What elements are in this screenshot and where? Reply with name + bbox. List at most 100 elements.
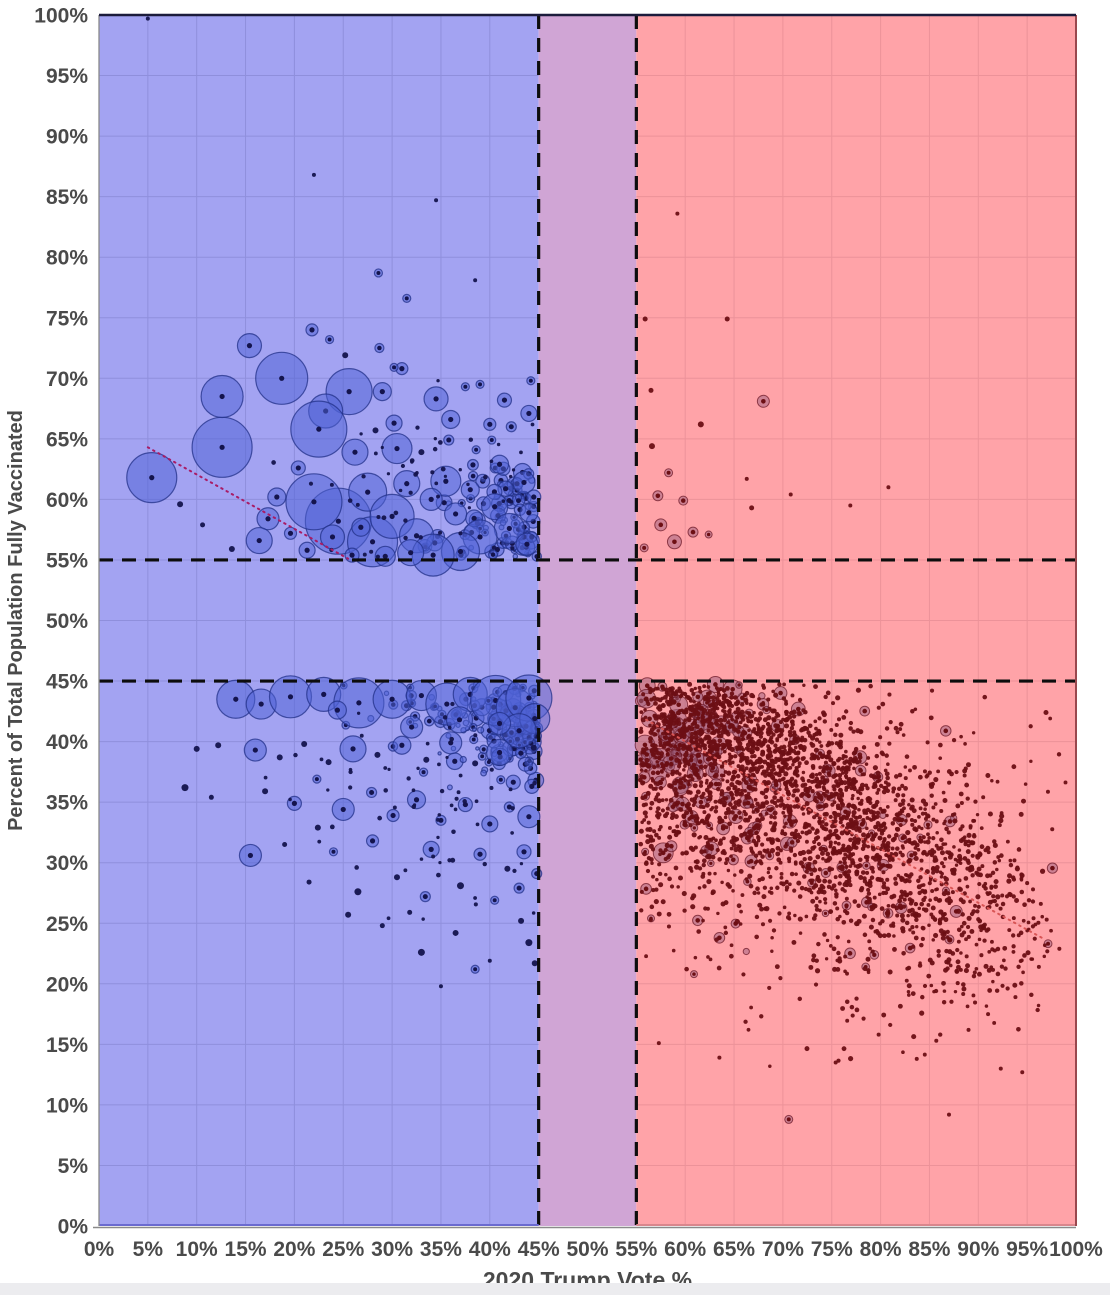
data-point-center: [737, 683, 741, 687]
data-point: [901, 951, 906, 956]
x-tick-label: 0%: [84, 1238, 115, 1261]
data-point: [870, 855, 876, 860]
data-point: [771, 928, 777, 933]
data-point: [846, 873, 851, 877]
data-point-center: [789, 840, 795, 845]
data-point: [761, 894, 767, 900]
data-point: [990, 778, 994, 783]
data-point-center: [496, 749, 503, 756]
data-point: [760, 842, 765, 847]
data-point: [672, 780, 678, 786]
y-tick-label: 20%: [46, 973, 88, 996]
data-point: [901, 733, 906, 737]
data-point: [733, 727, 739, 732]
data-point: [976, 866, 982, 872]
y-tick-label: 65%: [46, 428, 88, 451]
data-point: [670, 771, 675, 777]
data-point: [1036, 964, 1041, 969]
data-point-center: [480, 754, 485, 759]
data-point: [690, 847, 696, 853]
data-point: [671, 948, 676, 953]
data-point: [787, 911, 792, 916]
data-point: [835, 935, 840, 940]
data-point-center: [658, 522, 664, 528]
data-point: [519, 861, 524, 866]
data-point: [913, 901, 919, 907]
data-point: [961, 992, 966, 997]
data-point: [848, 726, 853, 731]
data-point: [871, 869, 875, 874]
data-point: [359, 733, 364, 738]
data-point: [854, 823, 859, 828]
data-point: [931, 938, 936, 942]
data-point: [437, 751, 442, 756]
data-point: [683, 718, 688, 723]
data-point: [918, 875, 923, 880]
data-point: [434, 198, 439, 203]
data-point: [669, 884, 675, 889]
data-point: [674, 769, 680, 775]
data-point: [706, 685, 711, 689]
data-point: [764, 811, 769, 816]
data-point-center: [408, 550, 414, 556]
data-point: [756, 768, 761, 772]
x-tick-label: 100%: [1049, 1238, 1103, 1261]
data-point: [510, 831, 514, 835]
x-tick-label: 25%: [322, 1238, 364, 1261]
data-point: [701, 862, 706, 868]
data-point: [687, 779, 691, 784]
data-point: [724, 857, 730, 862]
data-point: [992, 839, 997, 844]
data-point-center: [909, 853, 914, 858]
data-point: [380, 445, 384, 450]
data-point: [683, 823, 688, 828]
data-point: [806, 730, 811, 735]
data-point: [844, 864, 849, 869]
data-point: [769, 848, 776, 854]
data-point: [861, 913, 867, 919]
data-point: [770, 935, 774, 940]
data-point: [458, 468, 462, 472]
data-point: [731, 888, 735, 893]
data-point: [829, 792, 834, 797]
data-point: [767, 851, 772, 856]
data-point: [674, 793, 679, 798]
data-point-center: [516, 885, 522, 891]
data-point: [965, 884, 970, 889]
data-point: [707, 796, 713, 802]
data-point: [817, 784, 822, 789]
data-point: [936, 948, 941, 954]
data-point: [449, 803, 454, 808]
data-point: [723, 930, 729, 936]
y-tick-label: 70%: [46, 368, 88, 391]
data-point: [686, 789, 691, 795]
data-point: [715, 700, 721, 706]
data-point: [733, 710, 738, 715]
data-point: [714, 696, 720, 701]
data-point: [941, 891, 947, 897]
data-point: [680, 851, 685, 856]
data-point: [662, 721, 667, 727]
data-point: [969, 928, 975, 934]
data-point: [921, 925, 926, 931]
data-point: [356, 711, 361, 715]
data-point: [995, 946, 1001, 952]
data-point: [986, 967, 992, 973]
data-point: [706, 698, 711, 703]
data-point: [909, 872, 914, 877]
data-point: [749, 832, 754, 838]
data-point: [795, 736, 800, 740]
data-point: [839, 830, 845, 836]
data-point: [769, 886, 774, 891]
data-point: [436, 818, 440, 822]
data-point: [780, 760, 785, 765]
data-point: [903, 892, 909, 898]
data-point-center: [709, 861, 713, 865]
data-point: [658, 824, 663, 829]
data-point: [814, 903, 819, 909]
data-point: [828, 844, 833, 849]
data-point: [924, 869, 930, 875]
data-point: [806, 849, 812, 855]
data-point: [706, 878, 712, 885]
data-point: [752, 727, 757, 732]
